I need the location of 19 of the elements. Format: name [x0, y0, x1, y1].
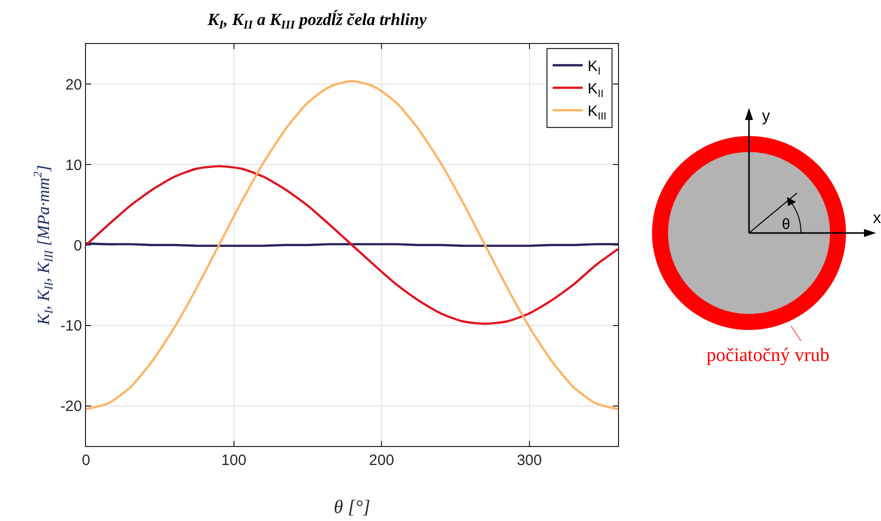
legend-label: K$_{II}$ — [588, 80, 604, 100]
legend-label: K$_{III}$ — [588, 103, 606, 122]
x-tick-label: 300 — [516, 452, 542, 469]
text: x — [873, 210, 881, 227]
text: y — [762, 108, 770, 125]
y-tick-label: 20 — [65, 76, 82, 94]
text: θ — [782, 216, 790, 233]
y-tick-label: 0 — [74, 237, 82, 254]
y-tick-label: 10 — [65, 156, 82, 174]
x-tick-label: 200 — [369, 452, 394, 469]
x-axis-title: θ [°] — [334, 497, 370, 518]
y-tick-label: -20 — [60, 398, 82, 416]
legend-label: K$_{I}$ — [588, 58, 601, 78]
line-series — [86, 80, 618, 410]
text: počiatočný vrub — [706, 345, 830, 366]
y-tick-label: -10 — [60, 318, 82, 335]
x-tick-label: 100 — [221, 452, 246, 469]
chart-title: K$_{I}$, K$_{II}$ a K$_{III}$ pozdĺž čela trhliny — [206, 10, 428, 32]
line-series — [86, 165, 618, 325]
